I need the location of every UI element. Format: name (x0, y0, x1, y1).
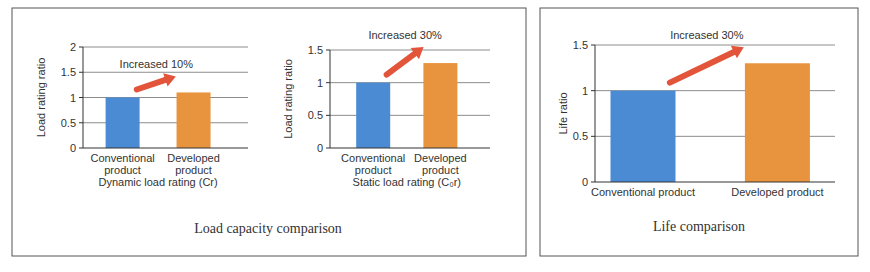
category-line: Developed (414, 152, 467, 164)
grid-line (330, 115, 490, 116)
bar (106, 98, 140, 149)
bar (177, 92, 211, 148)
panel-caption: Load capacity comparison (194, 221, 342, 236)
category-label: Developedproduct (167, 152, 220, 176)
y-axis (330, 50, 331, 148)
arrow-shaft (387, 54, 415, 75)
panel-frame (12, 8, 526, 256)
grid-line (595, 45, 835, 46)
category-line: Conventional (341, 152, 405, 164)
grid-line (83, 47, 248, 48)
bars (106, 92, 211, 148)
tick-label: 0.5 (573, 130, 588, 142)
x-axis-title: Dynamic load rating (Cr) (98, 176, 217, 188)
arrow-head (411, 47, 424, 59)
x-axis (83, 148, 248, 149)
category-line: Developed (167, 152, 220, 164)
bar (423, 63, 457, 148)
category-label: Conventionalproduct (90, 152, 154, 176)
chart: 0 0.5 1 1.5 Conventional product Developed pr… (557, 29, 835, 198)
y-axis-title: Load rating ratio (35, 58, 47, 138)
category-line: product (422, 164, 459, 176)
tick-mark (591, 182, 595, 183)
tick-label: 1.5 (61, 66, 76, 78)
tick-label: 0 (317, 142, 323, 154)
x-axis (330, 148, 490, 149)
category-line: product (104, 164, 141, 176)
x-axis (595, 182, 835, 183)
tick-label: 0.5 (308, 109, 323, 121)
tick-mark (326, 115, 330, 116)
tick-mark (79, 122, 83, 123)
root: Load capacity comparison Life comparison 0… (0, 0, 870, 272)
tick-mark (79, 148, 83, 149)
annotation: Increased 30% (368, 29, 442, 41)
chart: 00.511.5ConventionalproductDevelopedprod… (282, 29, 490, 188)
category-label: Developedproduct (414, 152, 467, 176)
grid-line (330, 82, 490, 83)
bar (356, 83, 390, 148)
tick-mark (326, 82, 330, 83)
tick-mark (591, 45, 595, 46)
panel-frame (540, 8, 858, 256)
category-line: Conventional (90, 152, 154, 164)
tick-label: 1.5 (573, 39, 588, 51)
arrow-shaft (137, 80, 166, 90)
tick-label: 0.5 (61, 117, 76, 129)
category-label: Developed product (731, 186, 823, 198)
category-label: Conventional product (591, 186, 695, 198)
category-line: product (355, 164, 392, 176)
y-axis (595, 45, 596, 182)
y-axis (83, 47, 84, 148)
chart: 00.511.52ConventionalproductDevelopedpro… (35, 41, 248, 188)
category-label: Conventionalproduct (341, 152, 405, 176)
tick-mark (79, 97, 83, 98)
bar (745, 63, 810, 182)
tick-mark (591, 90, 595, 91)
tick-mark (591, 136, 595, 137)
annotation: Increased 10% (120, 58, 194, 70)
annotation: Increased 30% (670, 29, 744, 41)
tick-label: 2 (70, 41, 76, 53)
tick-label: 1 (582, 85, 588, 97)
arrow-head (731, 46, 744, 59)
y-axis-title: Life ratio (557, 92, 569, 134)
bars (356, 63, 457, 148)
tick-label: 0 (582, 176, 588, 188)
tick-label: 1 (70, 92, 76, 104)
x-axis-title: Static load rating (C₀r) (353, 176, 462, 188)
category-line: product (175, 164, 212, 176)
bars (611, 63, 810, 182)
arrow-shaft (670, 52, 734, 83)
y-axis-title: Load rating ratio (282, 59, 294, 139)
panel-caption: Life comparison (653, 219, 745, 234)
tick-mark (326, 50, 330, 51)
tick-mark (79, 47, 83, 48)
tick-mark (326, 148, 330, 149)
grid-line (83, 72, 248, 73)
arrow-head (163, 73, 176, 86)
tick-label: 1.5 (308, 44, 323, 56)
tick-mark (79, 72, 83, 73)
tick-label: 1 (317, 77, 323, 89)
tick-label: 0 (70, 142, 76, 154)
grid-line (330, 50, 490, 51)
canvas: Load capacity comparison Life comparison 0… (0, 0, 870, 272)
bar (611, 91, 676, 182)
